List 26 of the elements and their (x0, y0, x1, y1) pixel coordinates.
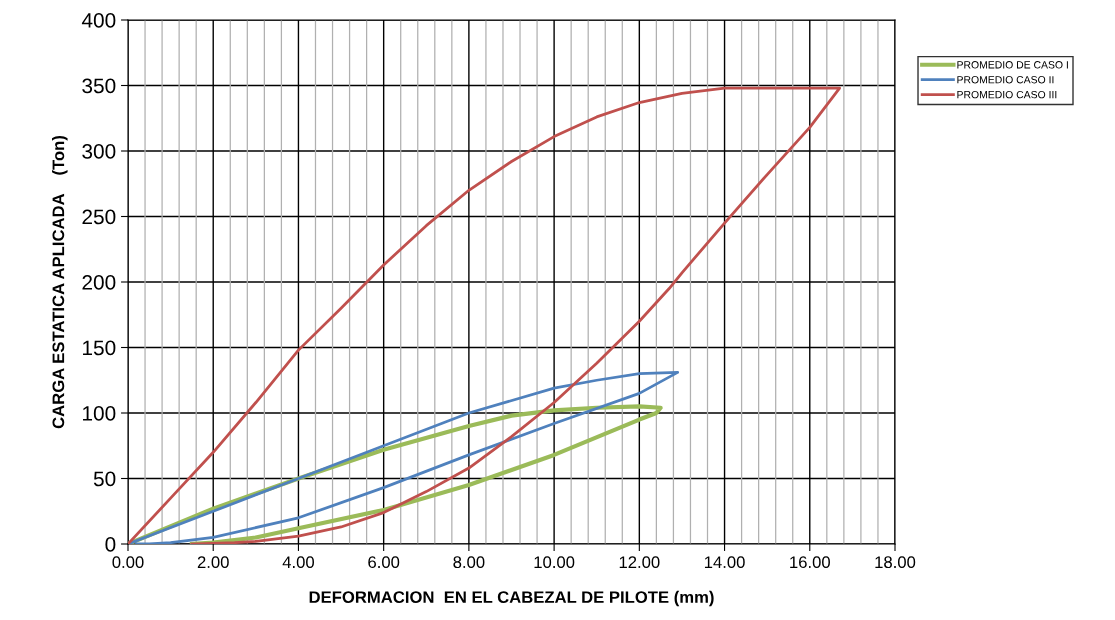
y-tick-label: 200 (82, 275, 116, 290)
y-tick-label: 400 (81, 13, 116, 28)
x-tick-label: 16.00 (790, 556, 830, 569)
y-axis-title: CARGA ESTATICA APLICADA (Ton) (52, 135, 68, 429)
x-tick-label: 10.00 (534, 556, 575, 569)
legend-label: PROMEDIO DE CASO I (957, 61, 1068, 69)
y-tick-label: 0 (105, 537, 116, 552)
x-tick-label: 6.00 (368, 556, 400, 569)
x-tick-label: 14.00 (704, 556, 745, 569)
x-tick-label: 4.00 (282, 556, 315, 569)
x-tick-label: 2.00 (197, 556, 229, 569)
x-tick-label: 8.00 (453, 556, 485, 569)
legend-label: PROMEDIO CASO II (957, 76, 1054, 84)
x-tick-label: 0.00 (112, 556, 144, 569)
y-tick-label: 250 (82, 209, 116, 225)
y-tick-label: 50 (93, 471, 116, 487)
x-axis-title: DEFORMACION EN EL CABEZAL DE PILOTE (mm) (309, 590, 714, 607)
y-tick-label: 350 (82, 78, 116, 94)
x-tick-label: 18.00 (875, 556, 916, 569)
line-series (128, 371, 680, 544)
y-tick-label: 300 (82, 144, 116, 159)
x-tick-label: 12.00 (619, 556, 660, 569)
y-tick-label: 150 (83, 340, 116, 356)
legend-label: PROMEDIO CASO III (957, 90, 1057, 99)
line-series (128, 86, 841, 544)
y-tick-label: 100 (83, 406, 116, 421)
